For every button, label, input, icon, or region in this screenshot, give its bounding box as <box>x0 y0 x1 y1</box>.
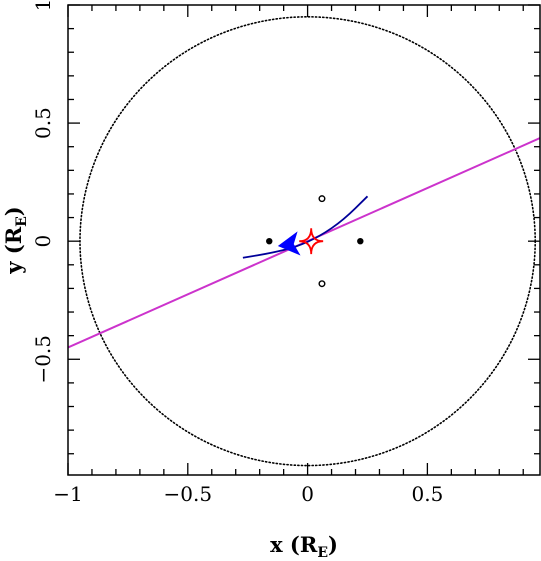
lens-trajectory-curve <box>242 195 369 259</box>
image-position-point-0 <box>318 195 326 203</box>
plot-frame <box>67 4 541 476</box>
motion-arrow <box>277 231 301 256</box>
y-tick-label: 0.5 <box>31 107 55 139</box>
tick-labels: −1 −0.5 0 0.5 −0.5 0 0.5 1 <box>31 0 443 506</box>
x-tick-label: 0 <box>301 482 314 506</box>
lens-component-point-1 <box>357 237 364 245</box>
axis-ticks <box>67 4 540 475</box>
plot-content <box>68 16 540 467</box>
x-axis-label: x (RE) <box>270 532 338 557</box>
x-tick-label: −0.5 <box>164 482 213 506</box>
caustic-curve <box>299 228 324 255</box>
image-position-point-1 <box>318 280 326 288</box>
x-tick-label: 0.5 <box>411 482 443 506</box>
y-tick-label: 0 <box>31 235 55 248</box>
y-tick-label: −0.5 <box>31 335 55 384</box>
y-tick-label: 1 <box>31 0 55 11</box>
y-axis-label: y (RE) <box>1 206 30 275</box>
lens-component-point-0 <box>266 237 273 245</box>
x-tick-label: −1 <box>53 482 82 506</box>
